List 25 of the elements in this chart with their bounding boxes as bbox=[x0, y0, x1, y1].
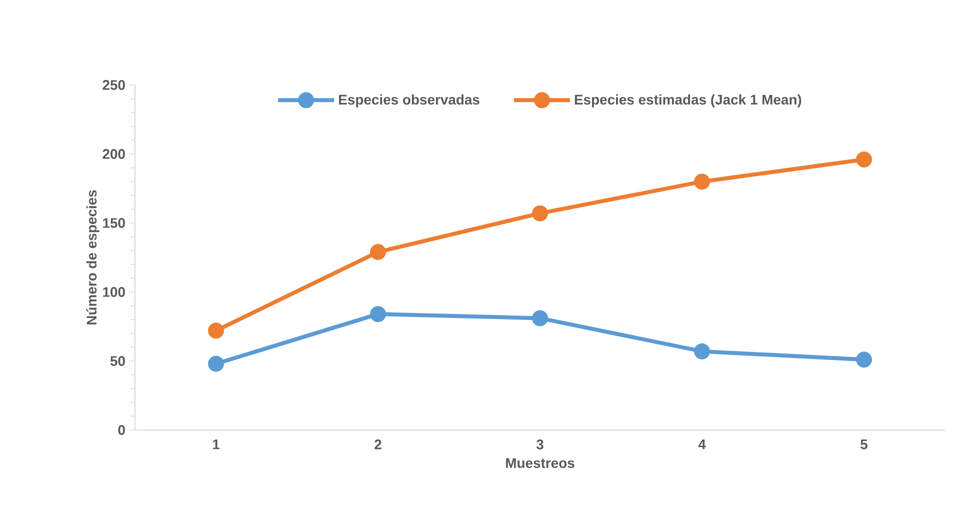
y-tick-label: 150 bbox=[103, 218, 125, 228]
point bbox=[208, 322, 224, 339]
x-tick-label: 4 bbox=[698, 440, 706, 450]
point bbox=[370, 244, 386, 260]
point bbox=[370, 306, 386, 322]
x-axis-title: Muestreos bbox=[506, 458, 574, 468]
x-tick-label: 3 bbox=[536, 440, 544, 450]
point bbox=[208, 356, 224, 372]
x-tick-label: 1 bbox=[213, 440, 220, 450]
point bbox=[532, 205, 548, 222]
legend-label: Especies observadas bbox=[339, 94, 480, 108]
y-tick-label: 50 bbox=[110, 356, 125, 366]
y-tick-label: 100 bbox=[103, 287, 125, 297]
point bbox=[694, 343, 710, 360]
x-tick-label: 5 bbox=[860, 440, 868, 450]
point bbox=[694, 174, 710, 190]
y-tick-label: 0 bbox=[118, 425, 125, 435]
legend-label: Especies estimadas (Jack 1 Mean) bbox=[574, 94, 802, 108]
x-tick-label: 2 bbox=[374, 440, 382, 450]
point bbox=[532, 310, 548, 326]
y-axis-title: Número de especies bbox=[86, 190, 100, 324]
point bbox=[856, 352, 872, 368]
point bbox=[856, 152, 872, 168]
y-tick-label: 250 bbox=[102, 80, 125, 90]
y-tick-label: 200 bbox=[102, 149, 125, 159]
